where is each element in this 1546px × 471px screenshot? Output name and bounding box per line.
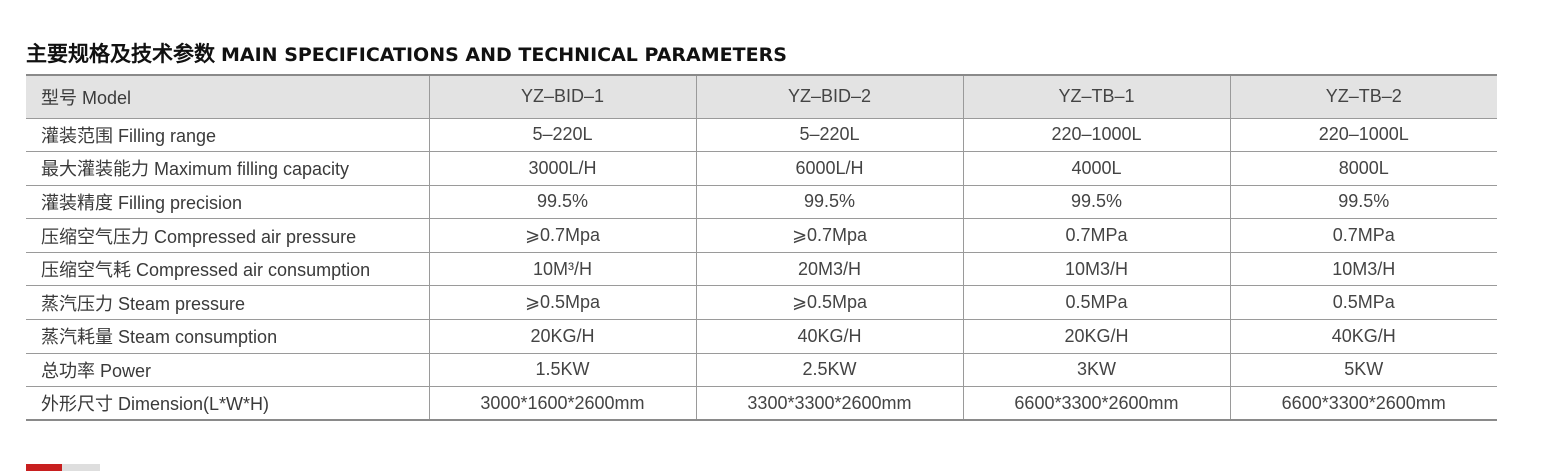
table-row: 压缩空气压力 Compressed air pressure ⩾0.7Mpa ⩾… [26,218,1497,253]
table-cell: 220–1000L [962,117,1230,153]
table-cell: 4000L [962,151,1230,186]
table-cell: 40KG/H [1229,319,1497,354]
table-cell: 20M3/H [695,251,963,287]
spec-table: 型号 Model YZ–BID–1 YZ–BID–2 YZ–TB–1 YZ–TB… [26,74,1497,422]
table-cell: 5–220L [428,117,696,153]
table-cell: ⩾0.7Mpa [428,218,696,253]
row-label: 压缩空气耗 Compressed air consumption [26,251,429,287]
table-cell: 10M3/H [962,251,1230,287]
row-label: 外形尺寸 Dimension(L*W*H) [26,386,429,422]
table-row: 蒸汽耗量 Steam consumption 20KG/H 40KG/H 20K… [26,319,1497,354]
table-cell: 3000*1600*2600mm [428,386,696,422]
heading-english: MAIN SPECIFICATIONS AND TECHNICAL PARAME… [221,44,787,66]
table-row: 最大灌装能力 Maximum filling capacity 3000L/H … [26,151,1497,186]
table-cell: 5KW [1229,352,1497,388]
table-cell: 40KG/H [695,319,963,354]
table-row: 压缩空气耗 Compressed air consumption 10M³/H … [26,251,1497,287]
row-label: 总功率 Power [26,352,429,388]
row-label: 蒸汽耗量 Steam consumption [26,319,429,354]
header-cell-model: YZ–BID–1 [428,74,696,119]
row-label: 灌装精度 Filling precision [26,184,429,220]
table-cell: ⩾0.5Mpa [428,285,696,321]
footer-accent-red [26,464,62,471]
table-cell: 99.5% [695,184,963,220]
row-label: 最大灌装能力 Maximum filling capacity [26,151,429,186]
table-cell: 10M³/H [428,251,696,287]
table-cell: 0.5MPa [1229,285,1497,321]
table-cell: 3KW [962,352,1230,388]
header-cell-model: YZ–TB–2 [1229,74,1497,119]
table-cell: 0.7MPa [1229,218,1497,253]
header-cell-model: YZ–BID–2 [695,74,963,119]
table-cell: ⩾0.5Mpa [695,285,963,321]
table-cell: 99.5% [1229,184,1497,220]
table-cell: 5–220L [695,117,963,153]
table-cell: 220–1000L [1229,117,1497,153]
table-cell: 8000L [1229,151,1497,186]
table-header-row: 型号 Model YZ–BID–1 YZ–BID–2 YZ–TB–1 YZ–TB… [26,74,1497,119]
table-cell: 99.5% [428,184,696,220]
table-row: 灌装范围 Filling range 5–220L 5–220L 220–100… [26,117,1497,153]
table-cell: 10M3/H [1229,251,1497,287]
table-cell: 20KG/H [428,319,696,354]
table-cell: 6600*3300*2600mm [962,386,1230,422]
row-label: 压缩空气压力 Compressed air pressure [26,218,429,253]
footer-accent-bar [26,464,100,471]
table-row: 总功率 Power 1.5KW 2.5KW 3KW 5KW [26,352,1497,388]
table-cell: 6600*3300*2600mm [1229,386,1497,422]
table-row: 灌装精度 Filling precision 99.5% 99.5% 99.5%… [26,184,1497,220]
table-cell: 3000L/H [428,151,696,186]
section-heading: 主要规格及技术参数 MAIN SPECIFICATIONS AND TECHNIC… [26,38,787,66]
table-cell: 0.7MPa [962,218,1230,253]
table-cell: 99.5% [962,184,1230,220]
table-cell: 3300*3300*2600mm [695,386,963,422]
table-cell: 1.5KW [428,352,696,388]
header-cell-model: YZ–TB–1 [962,74,1230,119]
row-label: 蒸汽压力 Steam pressure [26,285,429,321]
table-cell: ⩾0.7Mpa [695,218,963,253]
header-cell-label: 型号 Model [26,74,429,119]
table-cell: 6000L/H [695,151,963,186]
row-label: 灌装范围 Filling range [26,117,429,153]
table-cell: 0.5MPa [962,285,1230,321]
heading-chinese: 主要规格及技术参数 [26,42,215,66]
table-row: 外形尺寸 Dimension(L*W*H) 3000*1600*2600mm 3… [26,386,1497,422]
table-cell: 20KG/H [962,319,1230,354]
table-cell: 2.5KW [695,352,963,388]
table-row: 蒸汽压力 Steam pressure ⩾0.5Mpa ⩾0.5Mpa 0.5M… [26,285,1497,321]
footer-accent-grey [62,464,100,471]
